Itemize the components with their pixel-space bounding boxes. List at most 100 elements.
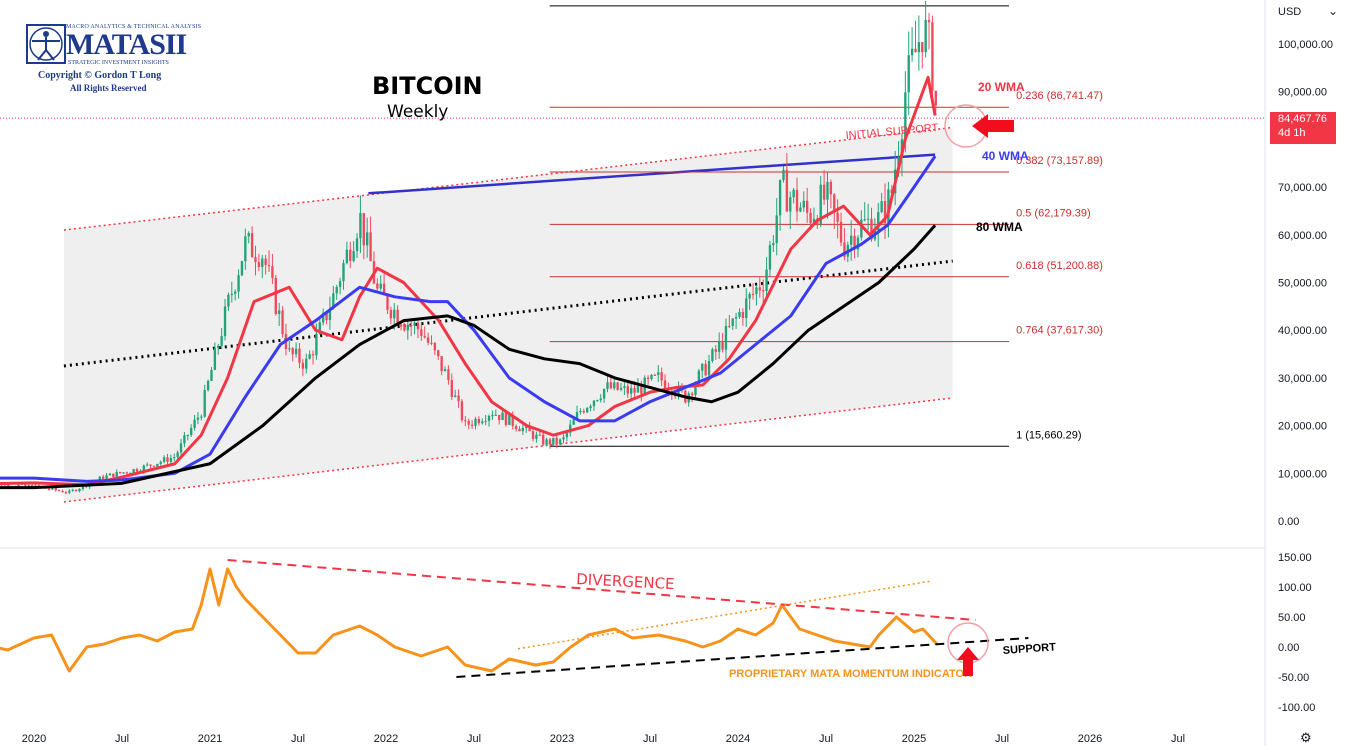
candle-body [849,235,853,245]
candle-body [193,419,196,428]
vitruvian-emblem-icon [26,24,66,64]
candle-body [321,312,325,323]
candle-body [112,473,115,477]
gear-icon[interactable]: ⚙ [1300,730,1312,745]
candle-body [501,412,504,421]
candle-body [71,489,74,491]
candle-body [545,439,548,445]
candle-body [359,213,362,239]
candle-body [305,358,308,369]
candle-body [877,212,880,231]
candle-body [582,410,585,413]
wma20-line [0,75,937,487]
candle-body [223,306,227,337]
time-tick-label: Jul [1171,733,1185,745]
candle-body [115,471,118,477]
candle-body [697,370,701,385]
candle-body [386,294,389,310]
chevron-down-icon[interactable]: ⌄ [1328,4,1339,18]
candle-body [162,457,166,462]
candle-body [135,469,139,472]
candle-body [785,169,789,212]
candle-body [440,356,443,372]
candle-body [629,388,633,394]
candle-body [690,393,694,395]
candle-body [467,420,470,425]
candle-body [491,415,494,417]
candle-body [907,55,910,93]
candle-body [433,343,437,351]
candle-body [142,465,145,472]
candle-body [277,310,281,315]
currency-selector[interactable]: USD [1278,6,1302,18]
candle-body [118,471,122,474]
candle-body [745,298,748,319]
candle-body [640,385,643,394]
candle-body [250,233,254,258]
time-tick-label: Jul [467,733,481,745]
time-tick-label: 2025 [902,733,926,745]
fib-level-label: 0.236 (86,741.47) [1016,90,1103,102]
candle-body [166,457,169,462]
candle-body [755,287,758,295]
candle-body [74,489,78,492]
momentum-axis[interactable]: 150.00 100.00 50.00 0.00 -50.00 -100.00 [1278,552,1315,714]
candle-body [382,283,386,295]
candle-body [860,219,863,238]
wma80-line [0,224,937,490]
candle-body [731,318,734,326]
candle-body [921,42,924,53]
candle-body [460,401,464,421]
candle-body [24,483,27,486]
time-axis[interactable]: 2020 Jul 2021 Jul 2022 Jul 2023 Jul 2024 Jul 2025 J… [22,733,1185,745]
candle-body [579,410,582,413]
candle-body [836,212,839,222]
candle-body [636,385,640,393]
candle-body [738,312,741,318]
time-tick-label: 2020 [22,733,46,745]
candle-body [660,372,663,381]
candle-body [200,416,203,418]
candle-body [3,484,7,486]
candle-body [51,487,54,490]
candle-body [511,414,514,426]
candle-body [247,233,250,237]
candle-body [799,207,802,212]
fib-level-label: 0.382 (73,157.89) [1016,155,1103,167]
fib-level-label: 1 (15,660.29) [1016,429,1081,441]
candle-body [315,333,318,356]
candle-body [108,473,112,476]
wma40-line [0,155,937,483]
logo-tagline: MACRO ANALYTICS & TECHNICAL ANALYSIS [66,24,202,30]
logo-brand: MATASII [66,28,187,61]
channel-fill [63,127,953,502]
candle-body [809,212,812,224]
candle-body [518,428,521,432]
candle-body [318,322,321,334]
candle-body [206,380,210,391]
candle-body [196,417,200,420]
candle-body [541,434,545,445]
candle-body [68,490,71,493]
candle-body [795,189,799,212]
candle-body [264,258,267,265]
candle-body [822,184,826,200]
candle-body [531,431,535,439]
candle-body [931,22,934,91]
candle-body [396,309,399,325]
price-axis[interactable]: 0.00 10,000.00 20,000.00 30,000.00 40,000.00… [1278,39,1333,528]
candle-body [843,242,846,257]
candle-body [217,345,220,348]
candle-body [616,382,619,390]
candle-body [470,424,474,426]
candle-body [924,19,927,53]
candle-body [904,92,907,140]
time-tick-label: Jul [643,733,657,745]
candle-body [450,380,453,397]
candle-body [122,472,125,474]
candle-body [294,348,298,355]
candle-body [474,418,477,426]
candle-body [585,408,589,413]
price-tick-label: 70,000.00 [1278,182,1327,194]
momentum-line [0,567,938,673]
